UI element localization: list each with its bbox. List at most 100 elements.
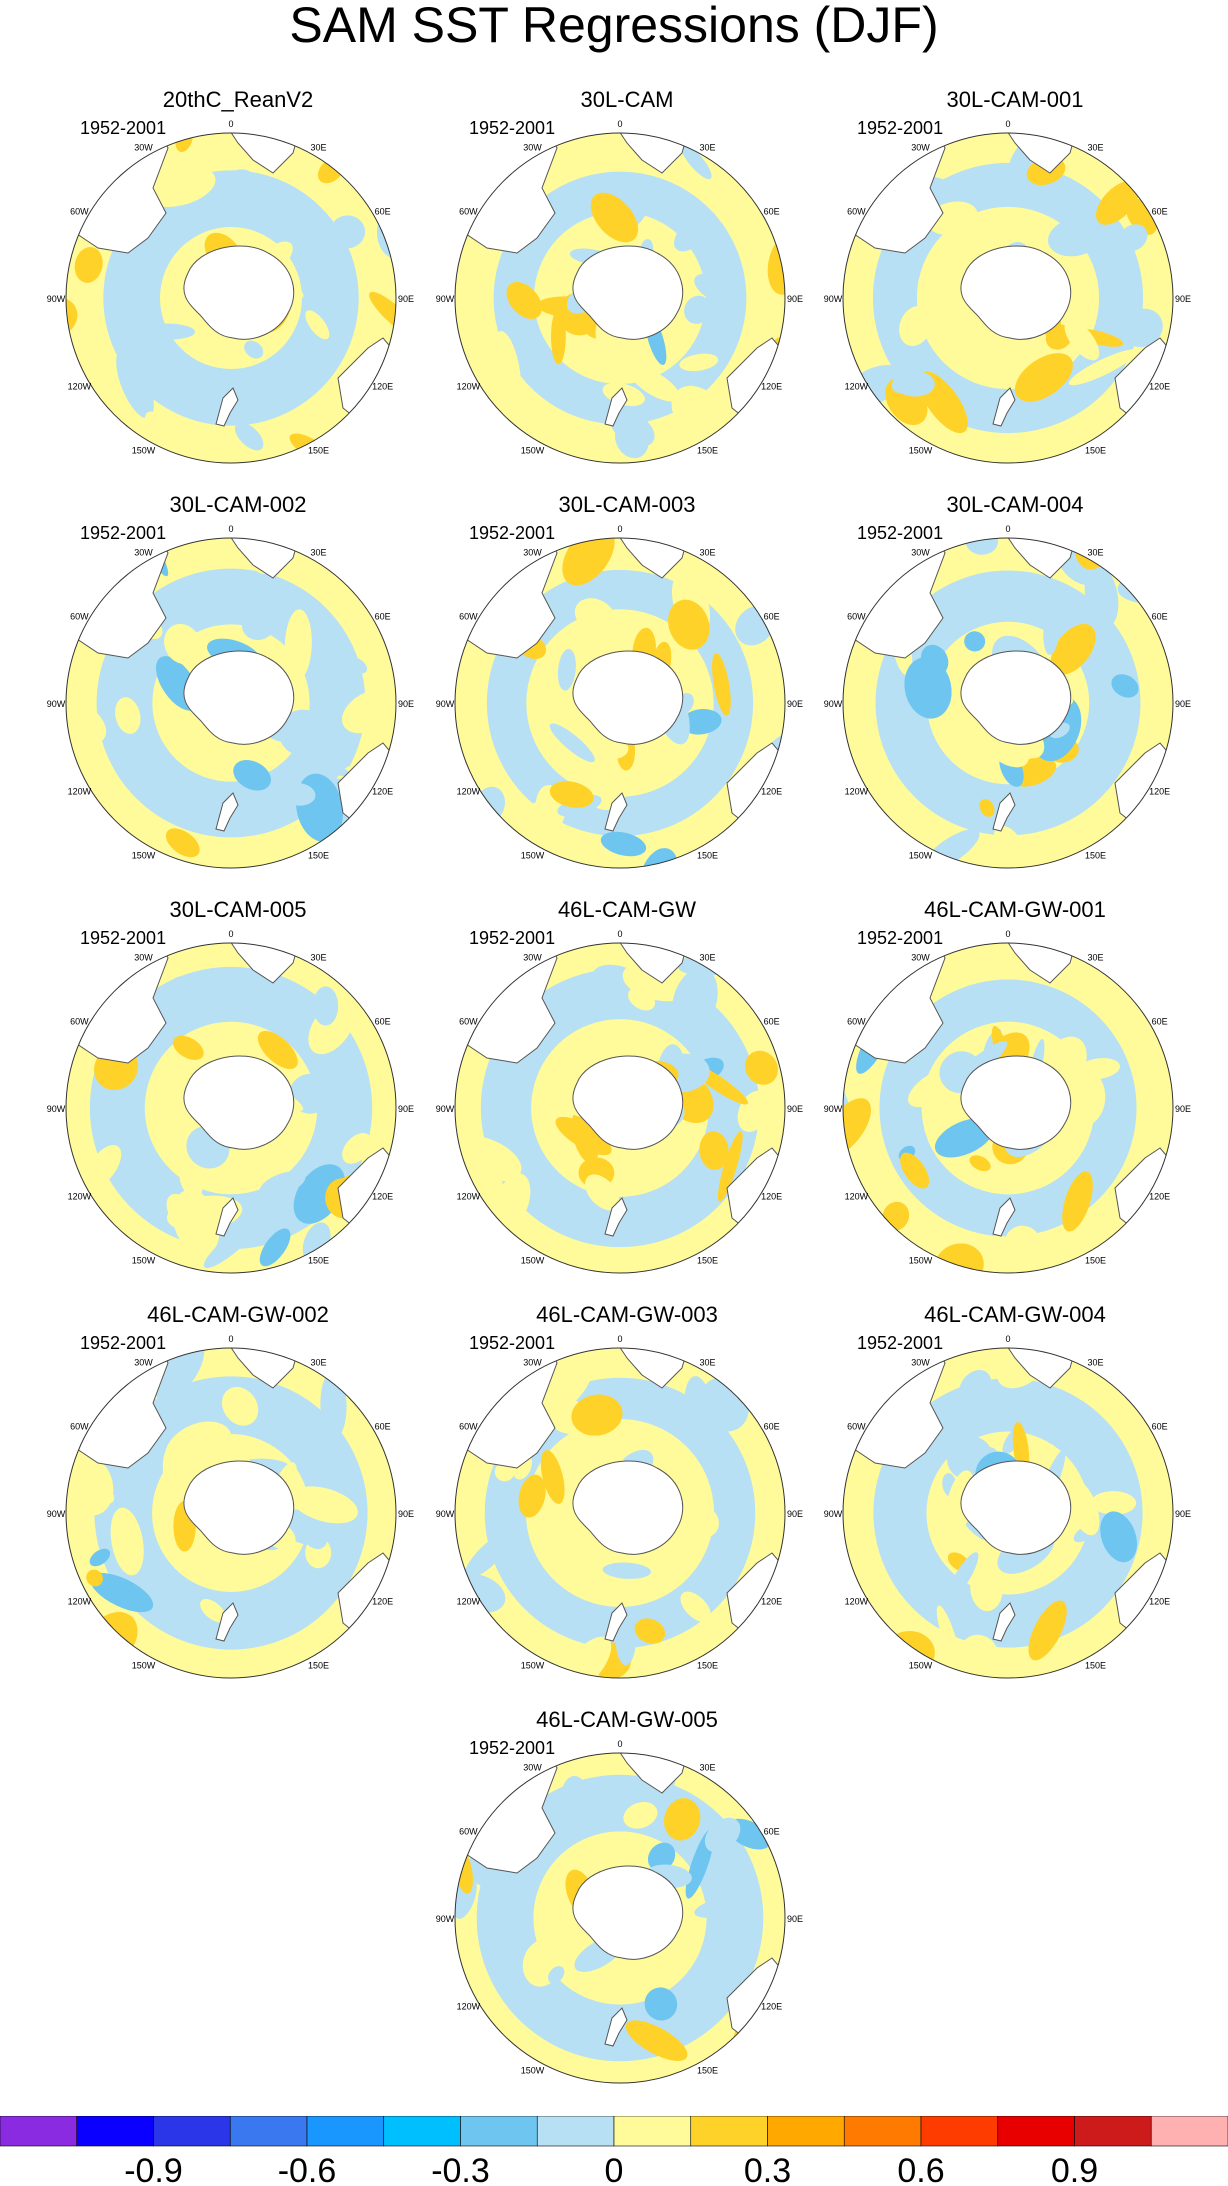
longitude-label: 150E [308, 446, 329, 456]
longitude-label: 90W [47, 699, 66, 709]
longitude-label: 30E [699, 547, 715, 557]
longitude-label: 120E [1149, 382, 1170, 392]
longitude-label: 90W [436, 1104, 455, 1114]
map-panel: 30L-CAM030E60E90E120E150E180150W120W90W6… [427, 88, 827, 468]
longitude-label: 90E [398, 699, 414, 709]
longitude-label: 90E [1175, 294, 1191, 304]
longitude-label: 90E [1175, 1509, 1191, 1519]
longitude-label: 150E [1085, 851, 1106, 861]
longitude-label: 30W [523, 952, 542, 962]
longitude-label: 120E [1149, 787, 1170, 797]
map-panel: 30L-CAM-004030E60E90E120E150E180150W120W… [815, 493, 1215, 873]
longitude-label: 30W [911, 1357, 930, 1367]
map-panel: 30L-CAM-001030E60E90E120E150E180150W120W… [815, 88, 1215, 468]
longitude-label: 150W [132, 446, 156, 456]
longitude-label: 90E [787, 1509, 803, 1519]
colorbar-swatch [0, 2116, 78, 2147]
figure-title: SAM SST Regressions (DJF) [289, 0, 939, 53]
panel-period: 1952-2001 [469, 523, 556, 543]
longitude-label: 120W [457, 382, 481, 392]
longitude-label: 30E [699, 952, 715, 962]
longitude-label: 60W [847, 1017, 866, 1027]
longitude-label: 30W [911, 547, 930, 557]
longitude-label: 90E [787, 294, 803, 304]
longitude-label: 0 [228, 929, 233, 939]
panel-period: 1952-2001 [80, 1333, 167, 1353]
longitude-label: 0 [617, 119, 622, 129]
colorbar-swatch [690, 2116, 768, 2147]
colorbar-swatch [767, 2116, 845, 2147]
longitude-label: 120W [68, 382, 92, 392]
longitude-label: 90E [398, 294, 414, 304]
longitude-label: 60W [459, 612, 478, 622]
longitude-label: 60E [1152, 612, 1168, 622]
longitude-label: 60W [70, 1422, 89, 1432]
longitude-label: 150E [308, 851, 329, 861]
polar-map: 030E60E90E120E150E180150W120W90W60W30W [824, 524, 1191, 869]
longitude-label: 120E [761, 787, 782, 797]
polar-map: 030E60E90E120E150E180150W120W90W60W30W [824, 1334, 1191, 1679]
colorbar-tick-label: 0.9 [1051, 2152, 1098, 2186]
longitude-label: 150W [132, 851, 156, 861]
longitude-label: 150W [521, 446, 545, 456]
longitude-label: 0 [1005, 524, 1010, 534]
longitude-label: 60E [764, 207, 780, 217]
longitude-label: 30E [310, 142, 326, 152]
polar-map: 030E60E90E120E150E180150W120W90W60W30W [824, 119, 1191, 464]
longitude-label: 30W [523, 547, 542, 557]
longitude-label: 150E [1085, 1256, 1106, 1266]
longitude-label: 90E [398, 1509, 414, 1519]
panel-period: 1952-2001 [857, 928, 944, 948]
longitude-label: 120E [372, 1192, 393, 1202]
colorbar-swatch [1150, 2116, 1228, 2147]
longitude-label: 120W [68, 787, 92, 797]
longitude-label: 150W [521, 851, 545, 861]
colorbar-swatch [460, 2116, 538, 2147]
longitude-label: 0 [617, 929, 622, 939]
longitude-label: 60E [375, 1422, 391, 1432]
longitude-label: 30E [1087, 142, 1103, 152]
longitude-label: 0 [228, 119, 233, 129]
longitude-label: 30W [134, 142, 153, 152]
longitude-label: 120W [845, 1192, 869, 1202]
colorbar-swatch [536, 2116, 615, 2147]
longitude-label: 90W [47, 294, 66, 304]
longitude-label: 150W [909, 851, 933, 861]
longitude-label: 120E [1149, 1597, 1170, 1607]
longitude-label: 60W [847, 1422, 866, 1432]
longitude-label: 90W [47, 1509, 66, 1519]
longitude-label: 150E [697, 446, 718, 456]
longitude-label: 60E [764, 1827, 780, 1837]
longitude-label: 90E [787, 699, 803, 709]
longitude-label: 60W [847, 207, 866, 217]
longitude-label: 120W [457, 2002, 481, 2012]
polar-map: 030E60E90E120E150E180150W120W90W60W30W [436, 1334, 803, 1679]
longitude-label: 0 [1005, 1334, 1010, 1344]
colorbar-swatch [1074, 2116, 1152, 2147]
longitude-label: 60E [1152, 1017, 1168, 1027]
panel-title: 46L-CAM-GW-002 [147, 1302, 329, 1327]
longitude-label: 30W [134, 1357, 153, 1367]
longitude-label: 120E [761, 1192, 782, 1202]
longitude-label: 150E [697, 2066, 718, 2076]
longitude-label: 150W [909, 1661, 933, 1671]
longitude-label: 90W [436, 1509, 455, 1519]
colorbar-swatch [153, 2116, 231, 2147]
polar-map: 030E60E90E120E150E180150W120W90W60W30W [47, 1334, 414, 1679]
panel-title: 30L-CAM-004 [946, 492, 1084, 517]
longitude-label: 30W [911, 952, 930, 962]
longitude-label: 120W [68, 1597, 92, 1607]
longitude-label: 150E [1085, 446, 1106, 456]
longitude-label: 150W [132, 1256, 156, 1266]
longitude-label: 90E [398, 1104, 414, 1114]
longitude-label: 30W [134, 952, 153, 962]
longitude-label: 120E [372, 1597, 393, 1607]
map-panel: 30L-CAM-002030E60E90E120E150E180150W120W… [38, 493, 438, 873]
panel-title: 30L-CAM-002 [169, 492, 307, 517]
longitude-label: 150W [521, 1661, 545, 1671]
map-panel: 46L-CAM-GW-004030E60E90E120E150E180150W1… [815, 1303, 1215, 1683]
polar-map: 030E60E90E120E150E180150W120W90W60W30W [47, 119, 414, 464]
longitude-label: 0 [1005, 119, 1010, 129]
colorbar-swatch [229, 2116, 308, 2147]
colorbar-tick-label: 0 [605, 2152, 624, 2186]
